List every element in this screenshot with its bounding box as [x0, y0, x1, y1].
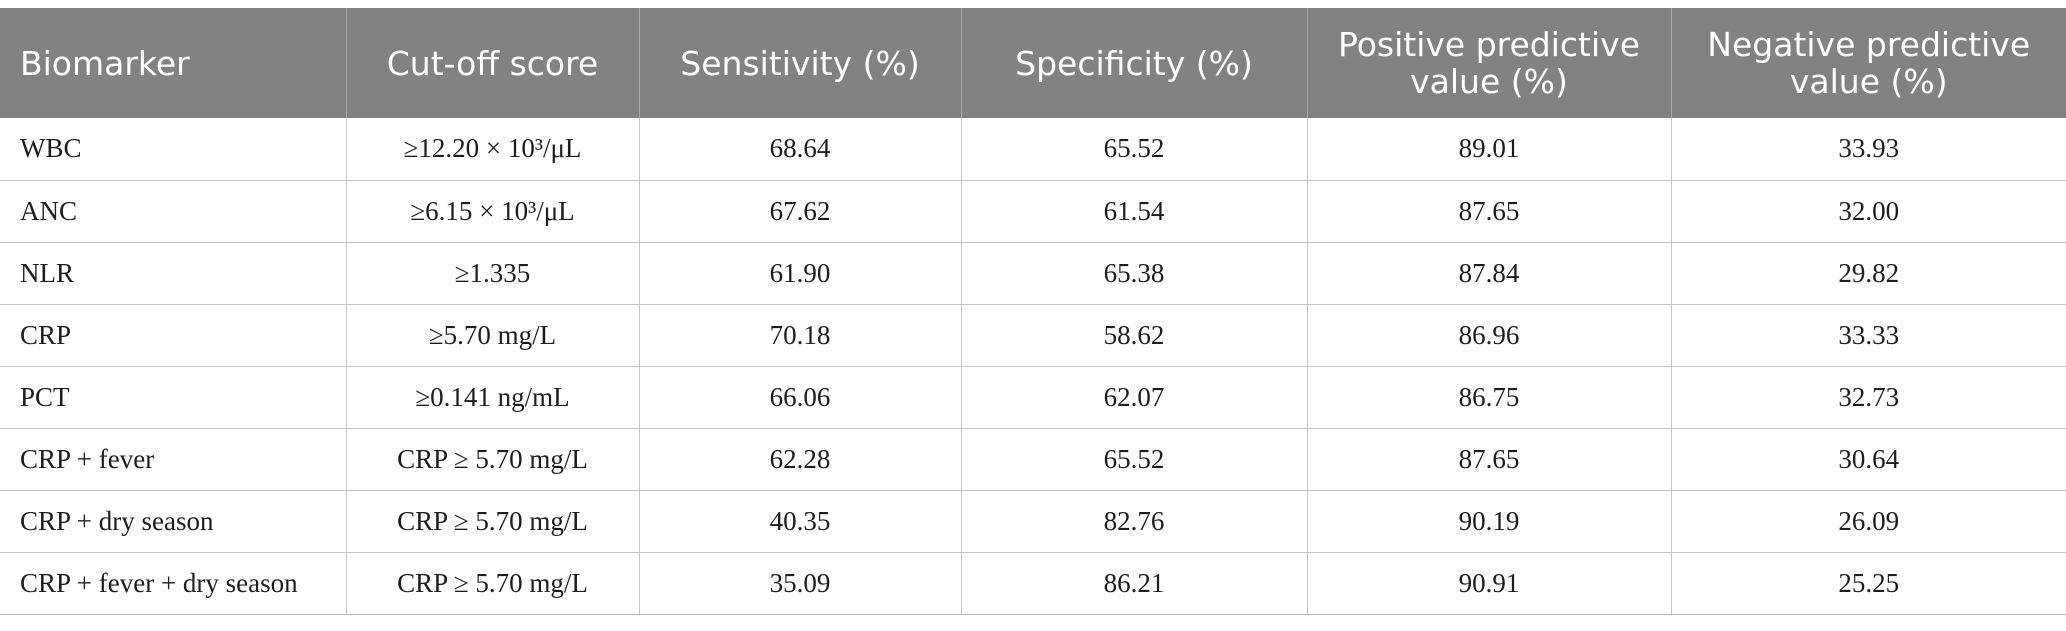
table-row: WBC ≥12.20 × 10³/μL 68.64 65.52 89.01 33…	[0, 118, 2066, 181]
cell-specificity: 62.07	[960, 366, 1307, 429]
header-specificity: Specificity (%)	[960, 8, 1307, 118]
cell-biomarker: CRP	[0, 304, 346, 367]
cell-cut-off: CRP ≥ 5.70 mg/L	[345, 428, 639, 491]
cell-npv: 32.73	[1670, 366, 2066, 429]
cell-cut-off: ≥0.141 ng/mL	[345, 366, 639, 429]
cell-npv: 32.00	[1670, 180, 2066, 243]
cell-specificity: 61.54	[960, 180, 1307, 243]
cell-sensitivity: 66.06	[638, 366, 961, 429]
cell-specificity: 65.52	[960, 118, 1307, 181]
table-header: Biomarker Cut-off score Sensitivity (%) …	[0, 8, 2066, 118]
cell-biomarker: WBC	[0, 118, 346, 181]
cell-sensitivity: 62.28	[638, 428, 961, 491]
cell-sensitivity: 40.35	[638, 490, 961, 553]
cell-sensitivity: 70.18	[638, 304, 961, 367]
table-row: CRP ≥5.70 mg/L 70.18 58.62 86.96 33.33	[0, 304, 2066, 367]
cell-ppv: 89.01	[1306, 118, 1671, 181]
cell-ppv: 86.96	[1306, 304, 1671, 367]
cell-sensitivity: 67.62	[638, 180, 961, 243]
table-body: WBC ≥12.20 × 10³/μL 68.64 65.52 89.01 33…	[0, 118, 2066, 615]
cell-ppv: 90.91	[1306, 552, 1671, 615]
table-row: CRP + fever CRP ≥ 5.70 mg/L 62.28 65.52 …	[0, 428, 2066, 491]
table-row: CRP + dry season CRP ≥ 5.70 mg/L 40.35 8…	[0, 490, 2066, 553]
cell-sensitivity: 61.90	[638, 242, 961, 305]
cell-biomarker: CRP + dry season	[0, 490, 346, 553]
cell-npv: 25.25	[1670, 552, 2066, 615]
cell-npv: 30.64	[1670, 428, 2066, 491]
cell-cut-off: CRP ≥ 5.70 mg/L	[345, 490, 639, 553]
cell-biomarker: NLR	[0, 242, 346, 305]
cell-ppv: 86.75	[1306, 366, 1671, 429]
header-negative-predictive-value: Negative predictive value (%)	[1670, 8, 2066, 118]
cell-ppv: 87.65	[1306, 428, 1671, 491]
cell-biomarker: CRP + fever	[0, 428, 346, 491]
header-biomarker: Biomarker	[0, 8, 346, 118]
biomarker-table: Biomarker Cut-off score Sensitivity (%) …	[0, 8, 2066, 615]
cell-specificity: 65.52	[960, 428, 1307, 491]
cell-biomarker: CRP + fever + dry season	[0, 552, 346, 615]
cell-npv: 26.09	[1670, 490, 2066, 553]
biomarker-table-container: Biomarker Cut-off score Sensitivity (%) …	[0, 8, 2066, 615]
header-positive-predictive-value: Positive predictive value (%)	[1306, 8, 1671, 118]
header-row: Biomarker Cut-off score Sensitivity (%) …	[0, 8, 2066, 118]
cell-cut-off: ≥1.335	[345, 242, 639, 305]
cell-specificity: 86.21	[960, 552, 1307, 615]
cell-cut-off: CRP ≥ 5.70 mg/L	[345, 552, 639, 615]
cell-biomarker: ANC	[0, 180, 346, 243]
cell-npv: 33.93	[1670, 118, 2066, 181]
cell-ppv: 90.19	[1306, 490, 1671, 553]
table-row: ANC ≥6.15 × 10³/μL 67.62 61.54 87.65 32.…	[0, 180, 2066, 243]
table-row: CRP + fever + dry season CRP ≥ 5.70 mg/L…	[0, 552, 2066, 615]
cell-cut-off: ≥5.70 mg/L	[345, 304, 639, 367]
header-sensitivity: Sensitivity (%)	[638, 8, 961, 118]
cell-cut-off: ≥12.20 × 10³/μL	[345, 118, 639, 181]
cell-sensitivity: 68.64	[638, 118, 961, 181]
cell-specificity: 58.62	[960, 304, 1307, 367]
cell-npv: 33.33	[1670, 304, 2066, 367]
header-cut-off-score: Cut-off score	[345, 8, 639, 118]
cell-cut-off: ≥6.15 × 10³/μL	[345, 180, 639, 243]
cell-biomarker: PCT	[0, 366, 346, 429]
table-row: PCT ≥0.141 ng/mL 66.06 62.07 86.75 32.73	[0, 366, 2066, 429]
table-row: NLR ≥1.335 61.90 65.38 87.84 29.82	[0, 242, 2066, 305]
cell-sensitivity: 35.09	[638, 552, 961, 615]
cell-ppv: 87.84	[1306, 242, 1671, 305]
cell-specificity: 65.38	[960, 242, 1307, 305]
cell-specificity: 82.76	[960, 490, 1307, 553]
cell-npv: 29.82	[1670, 242, 2066, 305]
cell-ppv: 87.65	[1306, 180, 1671, 243]
